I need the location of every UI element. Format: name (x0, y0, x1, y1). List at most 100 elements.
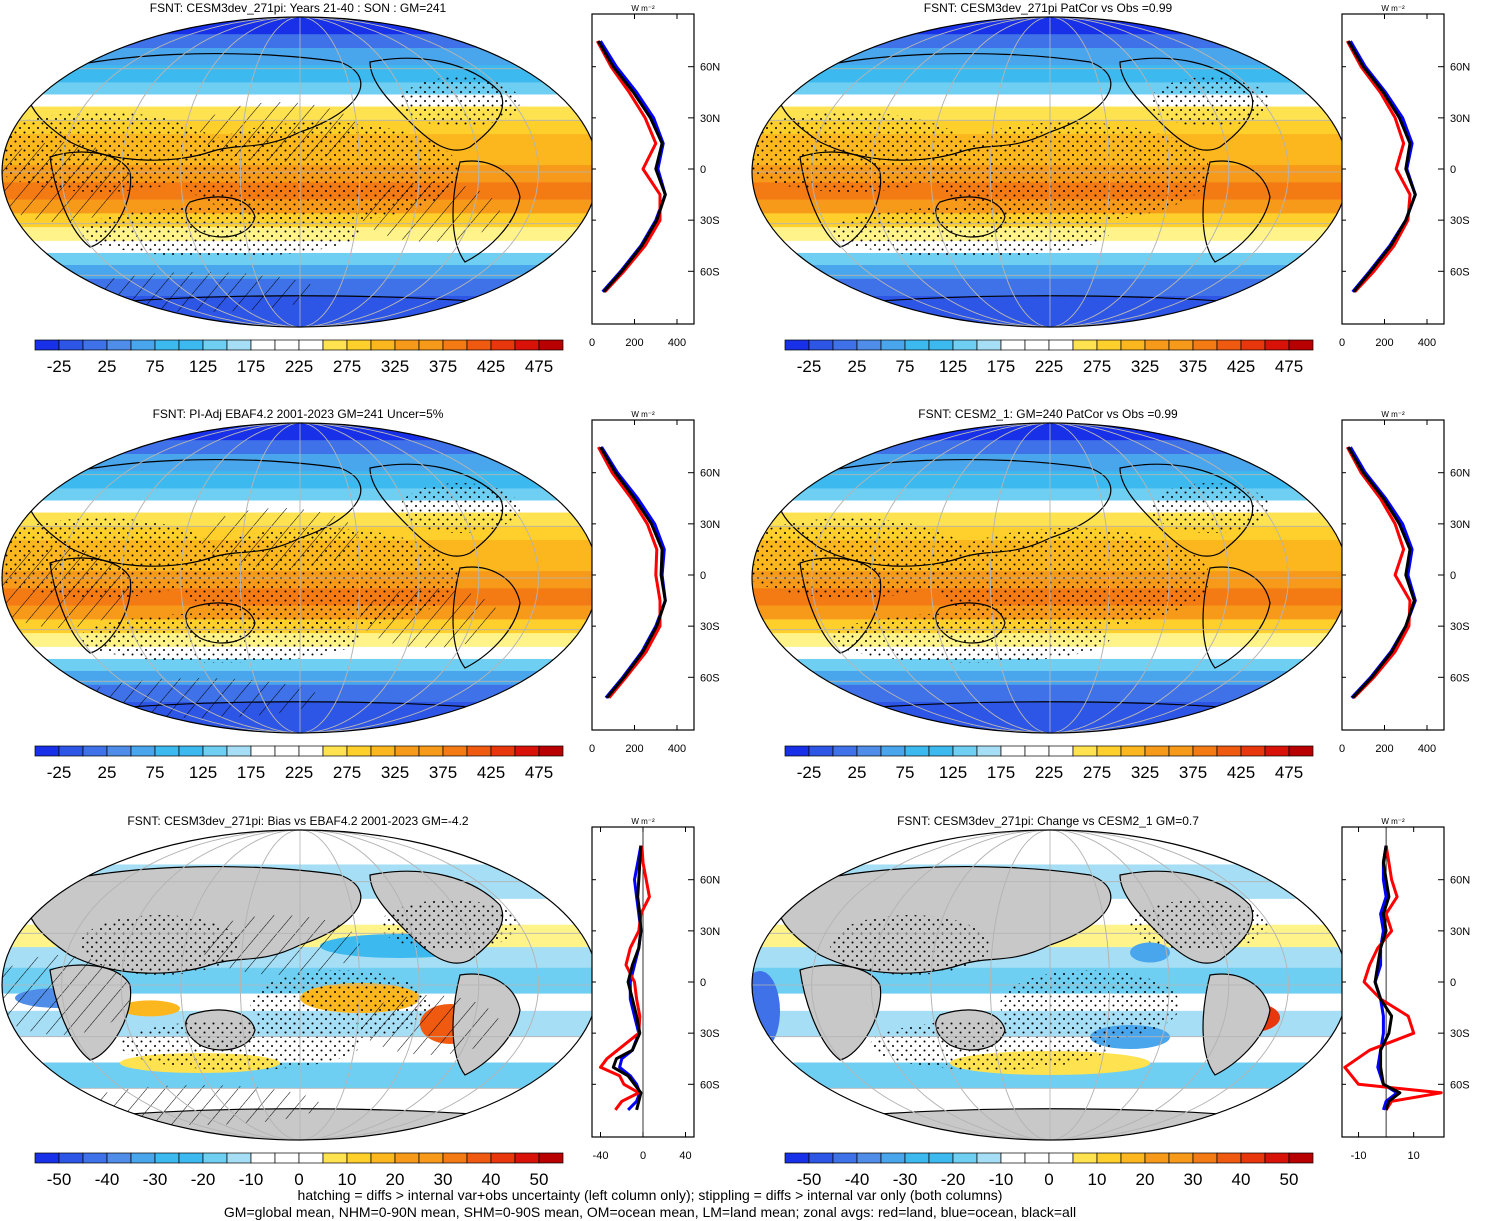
colorbar-cell (298, 745, 324, 757)
colorbar-tick: 125 (939, 357, 967, 376)
graticule (2, 423, 598, 733)
colorbar-tick: 125 (189, 763, 217, 782)
panel-title: FSNT: CESM3dev_271pi PatCor vs Obs =0.99 (924, 1, 1173, 15)
colorbar-cell (394, 339, 420, 351)
map-field (2, 423, 598, 733)
zonal-lat-tick: 60S (1450, 1079, 1470, 1091)
zonal-land-line (1343, 845, 1443, 1111)
colorbar-cell (418, 1152, 444, 1164)
zonal-x-tick: 400 (1418, 337, 1436, 349)
colorbar-cell (1144, 1152, 1170, 1164)
zonal-x-tick: 400 (668, 337, 686, 349)
colorbar-tick: 40 (482, 1170, 501, 1189)
colorbar-cell (928, 339, 954, 351)
zonal-lat-tick: 30S (700, 215, 720, 227)
colorbar-cell (274, 745, 300, 757)
colorbar-cell (346, 1152, 372, 1164)
colorbar-tick: 275 (333, 763, 361, 782)
colorbar-tick: 325 (381, 763, 409, 782)
colorbar-cell (784, 339, 810, 351)
colorbar-tick: 125 (189, 357, 217, 376)
colorbar-cell (274, 339, 300, 351)
colorbar-tick: 475 (525, 357, 553, 376)
zonal-lat-tick: 0 (700, 164, 706, 176)
panel-title: FSNT: CESM2_1: GM=240 PatCor vs Obs =0.9… (918, 407, 1178, 421)
colorbar-cell (1048, 1152, 1074, 1164)
zonal-x-tick: -10 (1351, 1150, 1367, 1162)
colorbar-cell (1264, 339, 1290, 351)
colorbar-tick: 275 (1083, 763, 1111, 782)
zonal-lat-tick: 60N (700, 468, 720, 480)
zonal-unit: W m⁻² (1381, 4, 1405, 13)
colorbar-cell (1168, 745, 1194, 757)
colorbar-cell (1216, 339, 1242, 351)
colorbar-cell (538, 339, 564, 351)
colorbar-cell (418, 745, 444, 757)
colorbar-cell (274, 1152, 300, 1164)
colorbar-cell (226, 745, 252, 757)
colorbar-cell (880, 339, 906, 351)
colorbar-tick: 425 (1227, 763, 1255, 782)
zonal-all-line (611, 845, 643, 1111)
colorbar-tick: 50 (530, 1170, 549, 1189)
colorbar-cell (976, 1152, 1002, 1164)
colorbar-tick: 175 (987, 357, 1015, 376)
zonal-unit: W m⁻² (631, 817, 655, 826)
colorbar-tick: 30 (434, 1170, 453, 1189)
colorbar-cell (538, 745, 564, 757)
colorbar-cell (976, 745, 1002, 757)
colorbar-cell (34, 339, 60, 351)
colorbar-cell (82, 1152, 108, 1164)
zonal-unit: W m⁻² (631, 410, 655, 419)
zonal-lat-tick: 60N (1450, 62, 1470, 74)
colorbar-cell (178, 1152, 204, 1164)
colorbar-cell (514, 339, 540, 351)
colorbar-tick: -20 (941, 1170, 966, 1189)
graticule (752, 423, 1348, 733)
zonal-x-tick: 200 (625, 743, 643, 755)
continent-outline (1202, 973, 1271, 1076)
colorbar-cell (1264, 1152, 1290, 1164)
colorbar-tick: -25 (47, 763, 72, 782)
colorbar-cell (106, 1152, 132, 1164)
zonal-land-line (1345, 40, 1412, 293)
colorbar-tick: 325 (1131, 763, 1159, 782)
colorbar-cell (346, 745, 372, 757)
colorbar-cell (250, 339, 276, 351)
colorbar-tick: -50 (797, 1170, 822, 1189)
colorbar-tick: 75 (146, 357, 165, 376)
colorbar-cell (322, 745, 348, 757)
colorbar-cell (808, 745, 834, 757)
colorbar-cell (1288, 1152, 1314, 1164)
colorbar-tick: 375 (1179, 763, 1207, 782)
zonal-all-line (1373, 845, 1402, 1111)
zonal-lat-tick: 60N (700, 62, 720, 74)
zonal-all-line (599, 446, 667, 699)
footer-note-1: hatching = diffs > internal var+obs unce… (297, 1187, 1003, 1203)
colorbar-cell (904, 339, 930, 351)
colorbar-cell (298, 339, 324, 351)
zonal-x-tick: 200 (1375, 337, 1393, 349)
continent-outline (1119, 57, 1254, 151)
colorbar-cell (1096, 339, 1122, 351)
zonal-x-tick: 0 (589, 743, 595, 755)
panel-br: FSNT: CESM3dev_271pi: Change vs CESM2_1 … (751, 814, 1470, 1189)
zonal-lat-tick: 0 (1450, 570, 1456, 582)
zonal-lat-tick: 0 (1450, 164, 1456, 176)
zonal-unit: W m⁻² (1381, 410, 1405, 419)
colorbar-tick: -10 (239, 1170, 264, 1189)
zonal-land-line (595, 40, 662, 293)
colorbar-cell (1240, 745, 1266, 757)
colorbar-cell (880, 745, 906, 757)
colorbar-tick: 225 (285, 357, 313, 376)
colorbar-tick: 20 (1136, 1170, 1155, 1189)
colorbar-tick: -40 (95, 1170, 120, 1189)
colorbar-cell (106, 339, 132, 351)
zonal-lat-tick: 30N (1450, 926, 1470, 938)
colorbar-cell (952, 745, 978, 757)
zonal-lat-tick: 30N (700, 519, 720, 531)
colorbar-tick: -30 (893, 1170, 918, 1189)
panel-tl: FSNT: CESM3dev_271pi: Years 21-40 : SON … (1, 1, 720, 376)
colorbar-cell (58, 745, 84, 757)
colorbar-cell (130, 1152, 156, 1164)
